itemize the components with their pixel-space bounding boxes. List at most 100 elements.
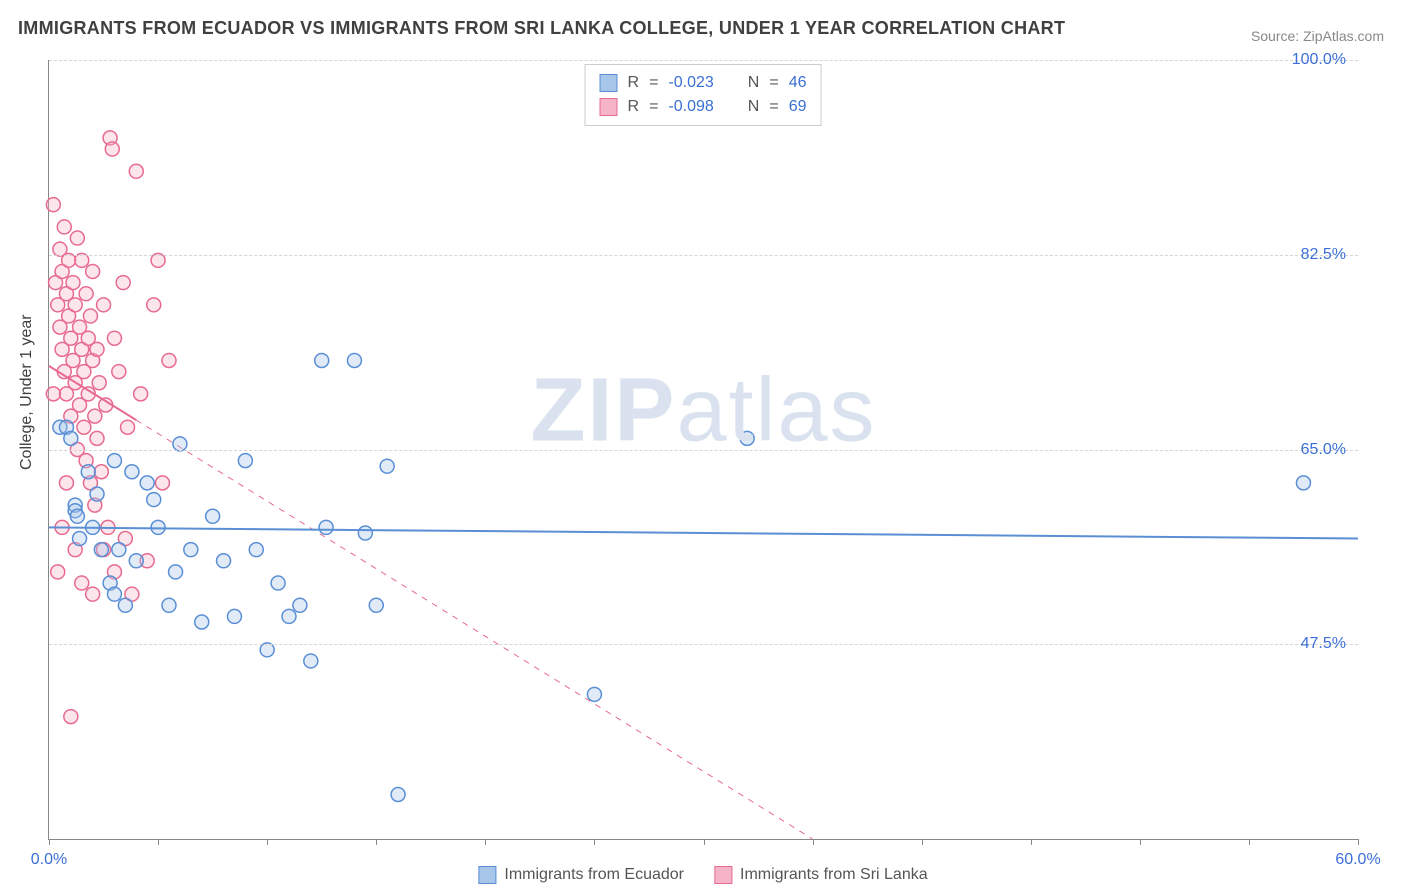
data-point (107, 454, 121, 468)
y-tick-label: 65.0% (1301, 441, 1346, 459)
legend-item-srilanka: Immigrants from Sri Lanka (714, 866, 928, 884)
data-point (358, 526, 372, 540)
legend-eq: = (769, 71, 778, 95)
legend-stats-row-ecuador: R = -0.023 N = 46 (600, 71, 807, 95)
data-point (319, 520, 333, 534)
swatch-ecuador (478, 866, 496, 884)
grid-line (49, 60, 1358, 61)
x-tick (267, 839, 268, 845)
data-point (94, 543, 108, 557)
x-tick (49, 839, 50, 845)
grid-line (49, 255, 1358, 256)
data-point (64, 431, 78, 445)
data-point (238, 454, 252, 468)
legend-ecuador-N: 46 (789, 71, 807, 95)
data-point (129, 164, 143, 178)
data-point (227, 609, 241, 623)
x-tick-label: 60.0% (1335, 851, 1380, 869)
data-point (112, 365, 126, 379)
legend-R-label: R (628, 95, 640, 119)
data-point (740, 431, 754, 445)
data-point (162, 598, 176, 612)
data-point (66, 276, 80, 290)
data-point (184, 543, 198, 557)
x-tick (158, 839, 159, 845)
data-point (271, 576, 285, 590)
data-point (81, 465, 95, 479)
data-point (57, 220, 71, 234)
x-tick (813, 839, 814, 845)
data-point (304, 654, 318, 668)
x-tick (376, 839, 377, 845)
data-point (94, 465, 108, 479)
data-point (125, 465, 139, 479)
data-point (118, 598, 132, 612)
data-point (90, 431, 104, 445)
data-point (92, 376, 106, 390)
data-point (73, 532, 87, 546)
x-tick (704, 839, 705, 845)
y-axis-label: College, Under 1 year (18, 314, 36, 470)
x-tick (1358, 839, 1359, 845)
legend-srilanka-N: 69 (789, 95, 807, 119)
data-point (77, 420, 91, 434)
data-point (86, 587, 100, 601)
data-point (369, 598, 383, 612)
data-point (282, 609, 296, 623)
legend-item-ecuador: Immigrants from Ecuador (478, 866, 684, 884)
grid-line (49, 450, 1358, 451)
data-point (347, 353, 361, 367)
data-point (315, 353, 329, 367)
data-point (162, 353, 176, 367)
data-point (169, 565, 183, 579)
data-point (293, 598, 307, 612)
swatch-srilanka (714, 866, 732, 884)
x-tick (1031, 839, 1032, 845)
x-tick (594, 839, 595, 845)
legend-stats-row-srilanka: R = -0.098 N = 69 (600, 95, 807, 119)
source-label: Source: ZipAtlas.com (1251, 28, 1384, 44)
data-point (587, 687, 601, 701)
data-point (59, 476, 73, 490)
data-point (121, 420, 135, 434)
legend-R-label: R (628, 71, 640, 95)
legend-eq: = (649, 95, 658, 119)
legend-N-label: N (748, 71, 760, 95)
data-point (46, 387, 60, 401)
swatch-ecuador (600, 74, 618, 92)
legend-series: Immigrants from Ecuador Immigrants from … (478, 866, 927, 884)
data-point (90, 342, 104, 356)
data-point (147, 493, 161, 507)
data-point (79, 287, 93, 301)
swatch-srilanka (600, 98, 618, 116)
data-point (217, 554, 231, 568)
data-point (147, 298, 161, 312)
data-point (380, 459, 394, 473)
data-point (134, 387, 148, 401)
chart-title: IMMIGRANTS FROM ECUADOR VS IMMIGRANTS FR… (18, 18, 1065, 39)
data-point (68, 298, 82, 312)
data-point (107, 587, 121, 601)
legend-label-srilanka: Immigrants from Sri Lanka (740, 866, 928, 884)
data-point (206, 509, 220, 523)
data-point (1296, 476, 1310, 490)
legend-ecuador-R: -0.023 (668, 71, 713, 95)
data-point (75, 576, 89, 590)
legend-N-label: N (748, 95, 760, 119)
data-point (105, 142, 119, 156)
data-point (46, 198, 60, 212)
data-point (97, 298, 111, 312)
data-point (112, 543, 126, 557)
y-tick-label: 82.5% (1301, 246, 1346, 264)
data-point (83, 309, 97, 323)
data-point (90, 487, 104, 501)
data-point (391, 787, 405, 801)
data-point (140, 476, 154, 490)
legend-stats: R = -0.023 N = 46 R = -0.098 N = 69 (585, 64, 822, 126)
x-tick (922, 839, 923, 845)
data-point (64, 710, 78, 724)
data-point (129, 554, 143, 568)
data-point (155, 476, 169, 490)
data-point (70, 231, 84, 245)
data-point (51, 565, 65, 579)
